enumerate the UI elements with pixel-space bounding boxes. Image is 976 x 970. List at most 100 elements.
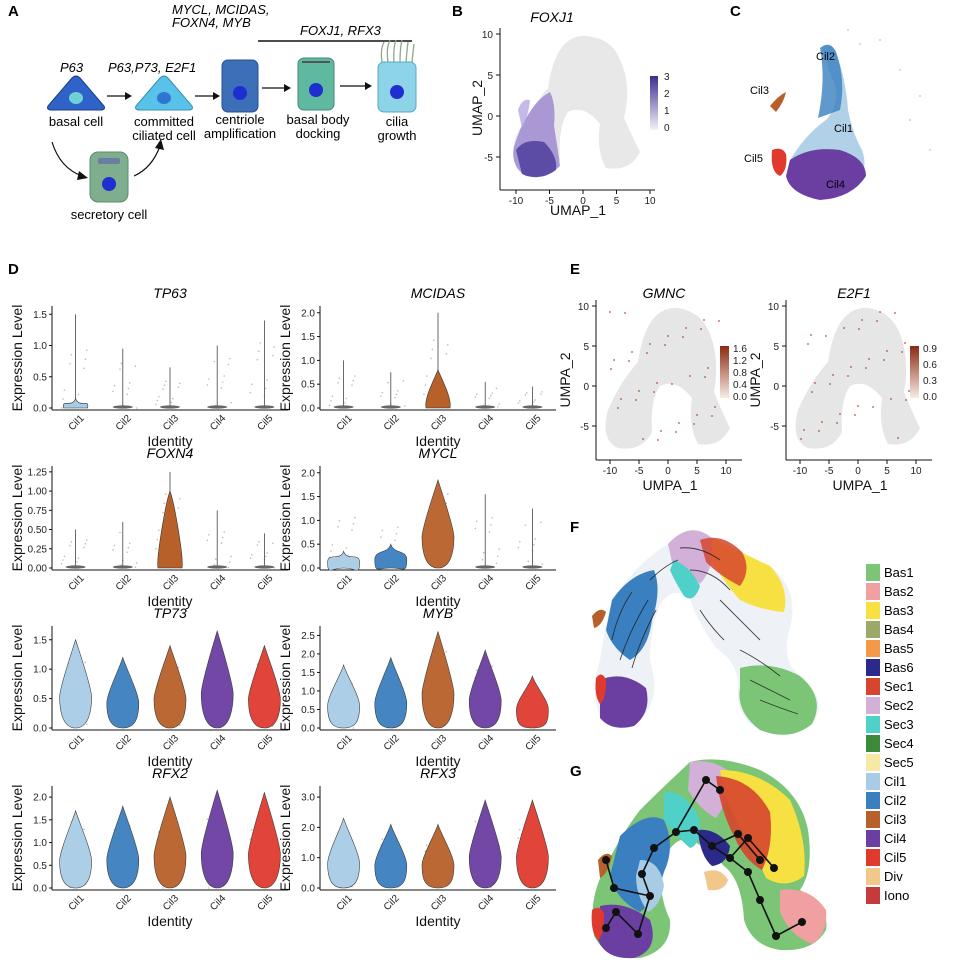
violin-x-tick-label: Cil4 [208,573,228,593]
panel-e-y-tick-label: 5 [583,342,589,353]
panel-c-label-cil1: Cil1 [834,123,853,135]
violin-jitter-point [495,387,498,390]
panel-e-umap [605,307,730,449]
violin-jitter-point [424,384,427,386]
violin-jitter-point [136,407,138,409]
cilia-growth-label: cilia growth [377,114,416,143]
violin-jitter-point [534,399,536,401]
panel-e-expression-point [631,351,633,353]
legend-swatch [866,602,880,619]
violin-jitter-point [338,377,341,380]
violin-x-tick-label: Cil5 [523,893,543,913]
panel-e-expression-point [667,335,669,337]
violin-gene-title: MYCL [419,445,458,461]
violin-jitter-point [476,393,478,396]
violin-jitter-point [162,388,164,390]
violin-jitter-point [76,561,78,563]
violin-jitter-point [129,382,131,384]
legend-item-sec2: Sec2 [866,697,914,714]
panel-e-expression-point [861,319,863,321]
panel-e-expression-point [660,430,662,432]
violin-x-tick-label: Cil1 [67,573,87,593]
panel-e-expression-point [879,311,881,313]
violin-jitter-point [488,531,491,533]
legend-swatch [866,849,880,866]
violin-jitter-point [526,392,528,394]
violin-grid: TP63 1.5 1.0 0.5 0.0 Cil1 Cil2 Cil3 Cil4 Cil5 Iden… [9,285,556,929]
panel-e-expression-point [818,430,820,432]
violin-jitter-point [517,402,520,404]
violin-jitter-point [256,544,259,546]
violin-plot-myb: MYB 2.5 2.0 1.5 1.0 0.5 0.0 Cil1 Cil2 Cil3 Cil4 Cil… [277,605,556,769]
panel-e-expression-point [703,319,705,321]
violin-ylabel: Expression Level [277,465,293,572]
violin-ylabel: Expression Level [9,305,25,412]
violin-y-tick-label: 1.0 [301,686,315,697]
violin-jitter-point [491,665,494,668]
violin-jitter-point [533,543,535,546]
violin-x-tick-label: Cil2 [114,733,134,753]
panel-f-cil5 [595,674,606,704]
violin-x-tick-label: Cil3 [161,893,181,913]
violin-jitter-point [481,558,484,561]
violin-jitter-point [127,546,130,549]
violin-jitter-point [433,339,435,341]
violin-jitter-point [395,532,398,535]
legend-item-cil4: Cil4 [866,830,906,847]
panel-b-colorbar-label: 2 [664,89,670,100]
panel-e-x-tick-label: 5 [694,466,700,477]
violin-jitter-point [84,661,87,664]
violin-x-tick-label: Cil2 [382,573,402,593]
violin-x-tick-label: Cil3 [161,733,181,753]
legend-swatch [866,868,880,885]
violin-jitter-point [394,539,396,542]
violin-xlabel: Identity [415,753,460,769]
violin-x-tick-label: Cil2 [114,573,134,593]
panel-e-expression-point [825,335,827,337]
violin-x-tick-label: Cil1 [335,893,355,913]
legend-swatch [866,621,880,638]
violin-x-tick-label: Cil1 [335,733,355,753]
violin-x-tick-label: Cil5 [255,733,275,753]
violin-jitter-point [70,541,73,543]
violin-jitter-point [208,887,210,889]
panel-e-expression-point [857,405,859,407]
violin-y-tick-label: 0.5 [301,540,315,551]
violin-jitter-point [331,395,334,397]
panel-e-y-tick-label: 10 [578,302,590,313]
violin-body-cil2 [106,805,140,889]
violin-jitter-point [519,828,521,831]
violin-jitter-point [426,375,428,377]
violin-jitter-point [86,349,88,352]
panel-e-expression-point [854,414,856,416]
violin-jitter-point [77,557,80,559]
panel-e-expression-point [814,382,816,384]
panel-e-x-tick-label: 10 [720,466,732,477]
legend-item-bas1: Bas1 [866,564,914,581]
violin-jitter-point [126,393,128,396]
violin-x-tick-label: Cil1 [335,413,355,433]
violin-ylabel: Expression Level [277,305,293,412]
violin-jitter-point [126,551,128,553]
panel-e-expression-point [635,399,637,401]
violin-y-tick-label: 2.5 [301,631,315,642]
violin-jitter-point [172,397,174,400]
violin-xlabel: Identity [147,913,192,929]
schematic-ciliary-genes: FOXJ1, RFX3 [300,23,382,38]
violin-y-tick-label: 0.5 [33,694,47,705]
panel-g-sec2 [688,761,730,818]
arrow-from-secretory-head [155,139,164,150]
violin-jitter-point [83,546,85,549]
panel-c-cil2 [818,44,843,118]
legend-item-bas3: Bas3 [866,602,914,619]
violin-base-cil5 [254,405,275,409]
violin-body-cil2 [374,543,408,570]
violin-base-cil4 [207,405,228,409]
violin-base-cil3 [160,405,180,409]
panel-b-colorbar-label: 0 [664,123,670,134]
violin-jitter-point [540,393,542,395]
violin-jitter-point [351,529,353,531]
violin-xlabel: Identity [415,913,460,929]
